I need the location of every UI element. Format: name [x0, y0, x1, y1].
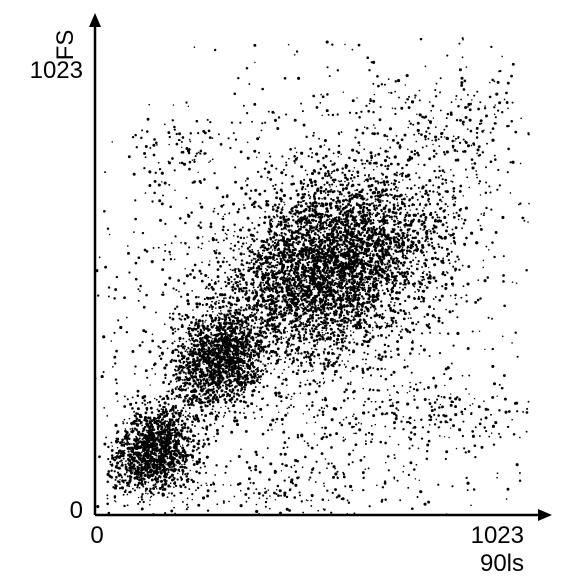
scatter-points — [95, 37, 530, 516]
y-axis-label: FS — [52, 30, 79, 61]
y-axis-arrow — [89, 13, 101, 27]
x-axis-label: 90ls — [480, 550, 524, 577]
y-tick-min: 0 — [70, 497, 83, 524]
x-tick-min: 0 — [90, 522, 103, 549]
plot-svg: FS102300102390ls — [0, 0, 570, 587]
x-axis-arrow — [538, 509, 552, 521]
scatter-plot-figure: FS102300102390ls — [0, 0, 570, 587]
x-tick-max: 1023 — [471, 522, 524, 549]
y-tick-max: 1023 — [30, 57, 83, 84]
